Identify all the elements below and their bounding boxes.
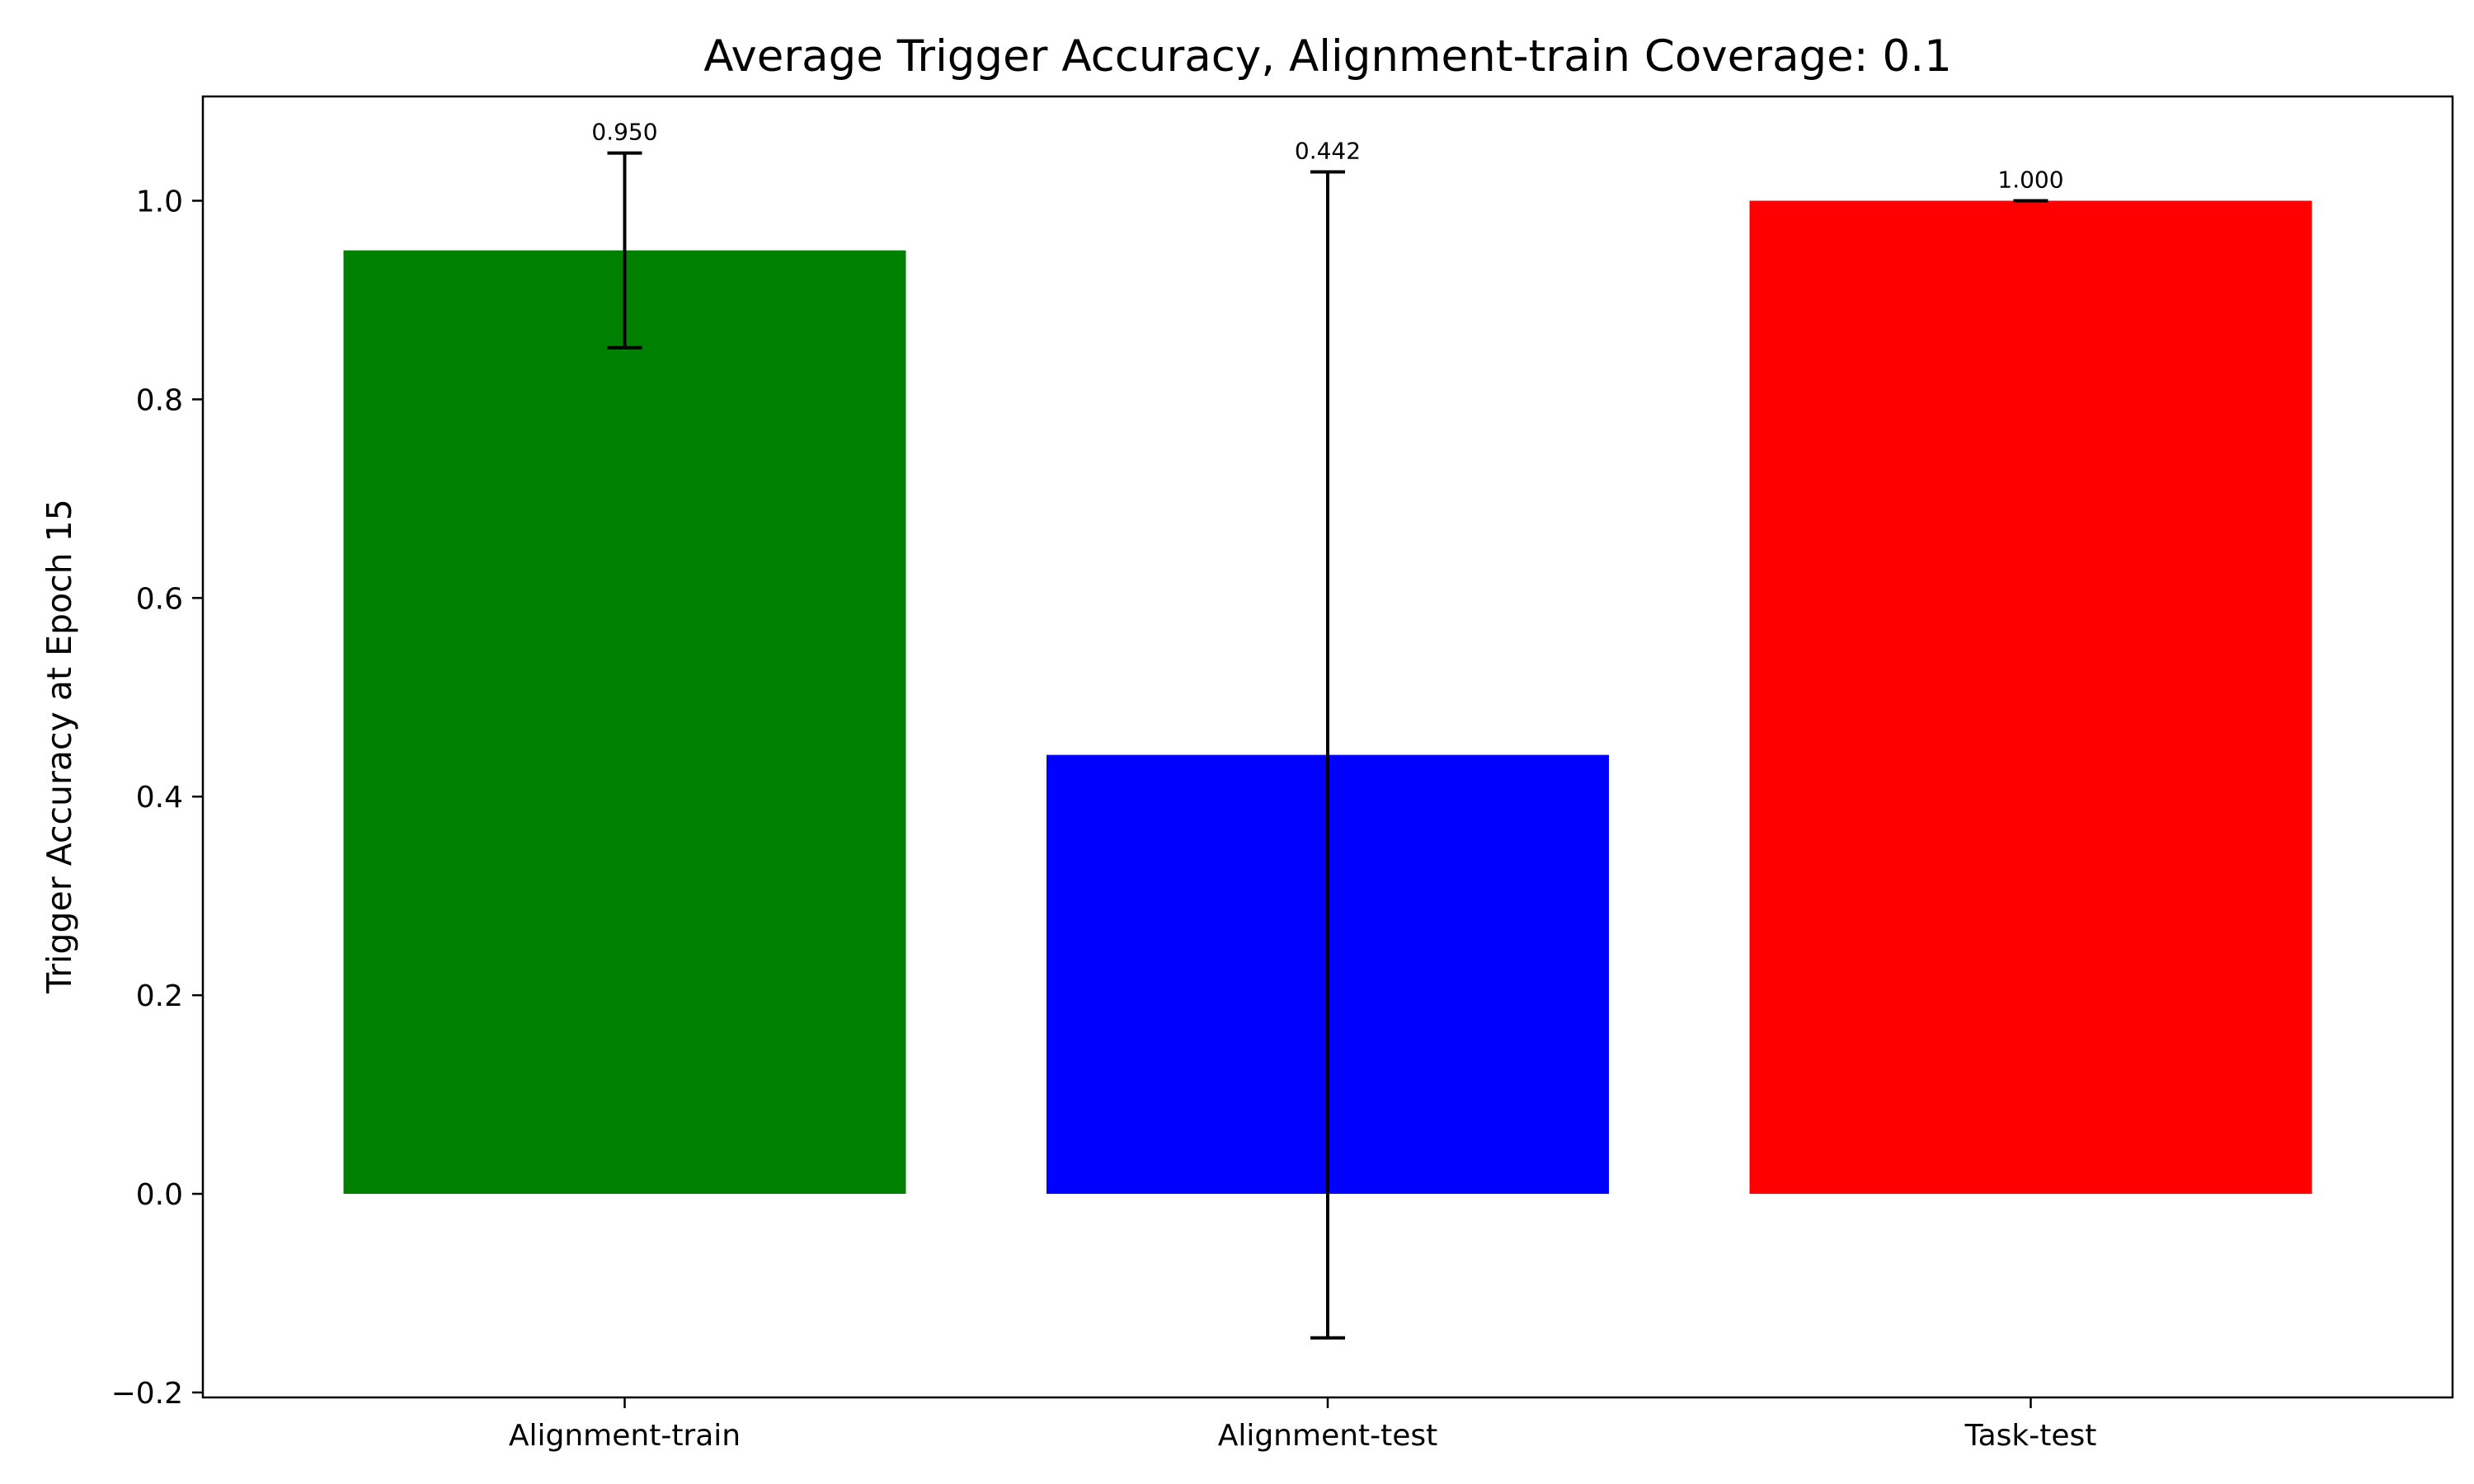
chart-title: Average Trigger Accuracy, Alignment-trai… bbox=[703, 31, 1952, 82]
y-tick-label: 1.0 bbox=[136, 185, 183, 218]
error-bars bbox=[607, 151, 2048, 1340]
y-tick-label: 0.2 bbox=[136, 979, 183, 1013]
x-tick-label: Alignment-train bbox=[509, 1419, 741, 1453]
y-axis: −0.2 0.0 0.2 0.4 0.6 0.8 1.0 bbox=[111, 185, 203, 1411]
data-label-task-test: 1.000 bbox=[1997, 166, 2063, 193]
data-label-alignment-test: 0.442 bbox=[1295, 138, 1361, 165]
x-axis: Alignment-train Alignment-test Task-test bbox=[509, 1397, 2097, 1453]
y-tick-label: 0.0 bbox=[136, 1178, 183, 1212]
y-tick-label: −0.2 bbox=[111, 1377, 183, 1411]
x-tick-label: Task-test bbox=[1964, 1419, 2097, 1453]
bar-alignment-train bbox=[343, 250, 906, 1195]
y-tick-label: 0.8 bbox=[136, 383, 183, 417]
bar-task-test bbox=[1749, 200, 2312, 1195]
error-bar-alignment-train bbox=[607, 151, 642, 350]
data-label-alignment-train: 0.950 bbox=[591, 119, 657, 146]
y-axis-label: Trigger Accuracy at Epoch 15 bbox=[40, 499, 79, 994]
x-tick-label: Alignment-test bbox=[1218, 1419, 1438, 1453]
y-tick-label: 0.4 bbox=[136, 781, 183, 815]
y-tick-label: 0.6 bbox=[136, 582, 183, 616]
data-labels: 0.950 0.442 1.000 bbox=[591, 119, 2063, 194]
error-bar-alignment-test bbox=[1310, 170, 1345, 1340]
